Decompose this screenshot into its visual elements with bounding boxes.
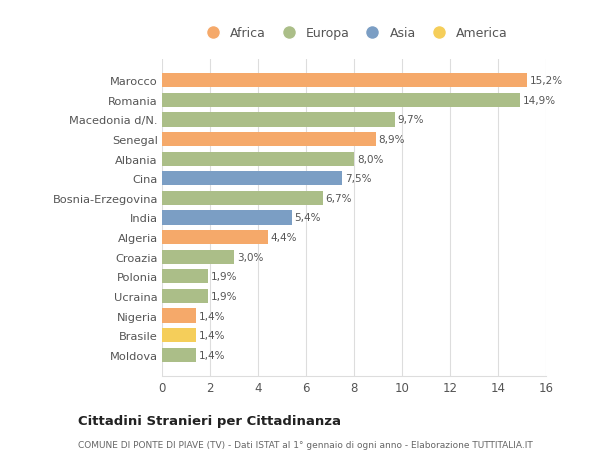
Bar bbox=[162, 191, 323, 206]
Text: Cittadini Stranieri per Cittadinanza: Cittadini Stranieri per Cittadinanza bbox=[78, 414, 341, 428]
Text: 3,0%: 3,0% bbox=[237, 252, 263, 262]
Bar bbox=[162, 152, 354, 167]
Text: 1,4%: 1,4% bbox=[199, 330, 225, 341]
Bar bbox=[162, 230, 268, 245]
Bar bbox=[162, 328, 196, 342]
Text: 6,7%: 6,7% bbox=[326, 194, 352, 203]
Bar bbox=[162, 113, 395, 127]
Text: 14,9%: 14,9% bbox=[523, 95, 556, 106]
Text: 7,5%: 7,5% bbox=[345, 174, 371, 184]
Legend: Africa, Europa, Asia, America: Africa, Europa, Asia, America bbox=[197, 25, 511, 43]
Text: 8,0%: 8,0% bbox=[357, 154, 383, 164]
Bar bbox=[162, 289, 208, 303]
Bar bbox=[162, 269, 208, 284]
Bar bbox=[162, 309, 196, 323]
Bar bbox=[162, 172, 342, 186]
Bar bbox=[162, 348, 196, 362]
Text: COMUNE DI PONTE DI PIAVE (TV) - Dati ISTAT al 1° gennaio di ogni anno - Elaboraz: COMUNE DI PONTE DI PIAVE (TV) - Dati IST… bbox=[78, 441, 533, 449]
Text: 5,4%: 5,4% bbox=[295, 213, 321, 223]
Text: 1,4%: 1,4% bbox=[199, 311, 225, 321]
Text: 4,4%: 4,4% bbox=[271, 233, 297, 242]
Text: 8,9%: 8,9% bbox=[379, 135, 405, 145]
Text: 1,9%: 1,9% bbox=[211, 272, 237, 282]
Bar bbox=[162, 133, 376, 147]
Bar bbox=[162, 74, 527, 88]
Text: 1,4%: 1,4% bbox=[199, 350, 225, 360]
Text: 15,2%: 15,2% bbox=[530, 76, 563, 86]
Bar bbox=[162, 250, 234, 264]
Bar bbox=[162, 94, 520, 108]
Text: 1,9%: 1,9% bbox=[211, 291, 237, 301]
Bar bbox=[162, 211, 292, 225]
Text: 9,7%: 9,7% bbox=[398, 115, 424, 125]
